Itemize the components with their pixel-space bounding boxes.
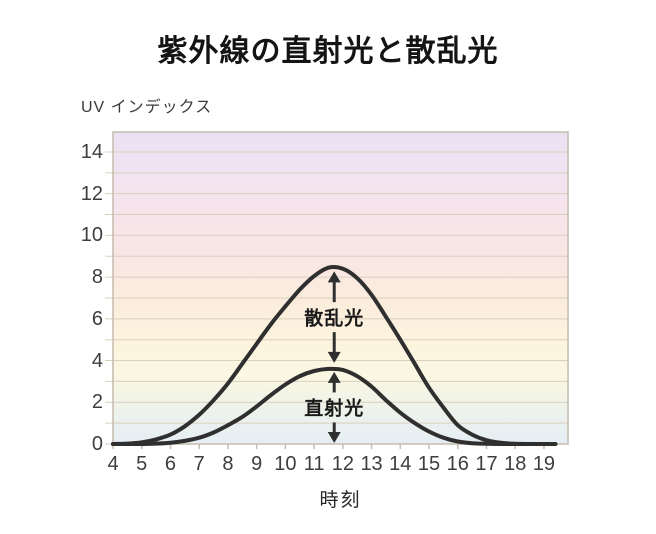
x-tick-label: 15: [417, 453, 441, 475]
y-tick-label: 12: [80, 182, 103, 205]
annotation-direct-light-label: 直射光: [304, 398, 365, 420]
x-tick-label: 4: [107, 453, 119, 475]
x-tick-label: 16: [446, 453, 469, 475]
y-tick-label: 4: [91, 349, 103, 372]
lower-curve: [111, 366, 558, 446]
annotation-scattered-light-label: 散乱光: [304, 308, 365, 330]
y-tick-label: 2: [91, 391, 103, 414]
x-tick-label: 9: [251, 453, 263, 475]
x-tick-label: 7: [193, 453, 205, 475]
arrow-down-icon: [327, 351, 341, 363]
arrow-up-icon: [327, 371, 341, 383]
x-tick-label: 10: [274, 453, 297, 475]
plot-background: [113, 132, 568, 444]
x-tick-label: 5: [136, 453, 148, 475]
x-tick-label: 6: [164, 453, 177, 475]
x-tick-label: 14: [389, 453, 412, 475]
double-arrow-0: [327, 271, 341, 363]
x-tick-label: 8: [222, 453, 234, 475]
x-tick-label: 18: [504, 453, 527, 475]
x-tick-label: 17: [475, 453, 498, 475]
x-axis-title: 時刻: [319, 490, 362, 511]
y-tick-label: 6: [91, 307, 103, 330]
x-tick-label: 12: [331, 453, 354, 475]
arrow-down-icon: [327, 432, 341, 443]
y-axis-title: UV インデックス: [81, 99, 213, 116]
arrow-up-icon: [327, 271, 341, 283]
x-tick-label: 13: [360, 453, 383, 475]
x-tick-label: 11: [303, 453, 325, 475]
y-tick-label: 14: [80, 140, 103, 163]
upper-curve: [111, 265, 558, 446]
y-tick-label: 10: [80, 224, 103, 247]
double-arrow-1: [327, 371, 341, 443]
y-tick-label: 0: [91, 433, 103, 455]
x-tick-label: 19: [532, 453, 556, 475]
chart-title: 紫外線の直射光と散乱光: [157, 35, 499, 68]
y-tick-label: 8: [91, 266, 103, 289]
